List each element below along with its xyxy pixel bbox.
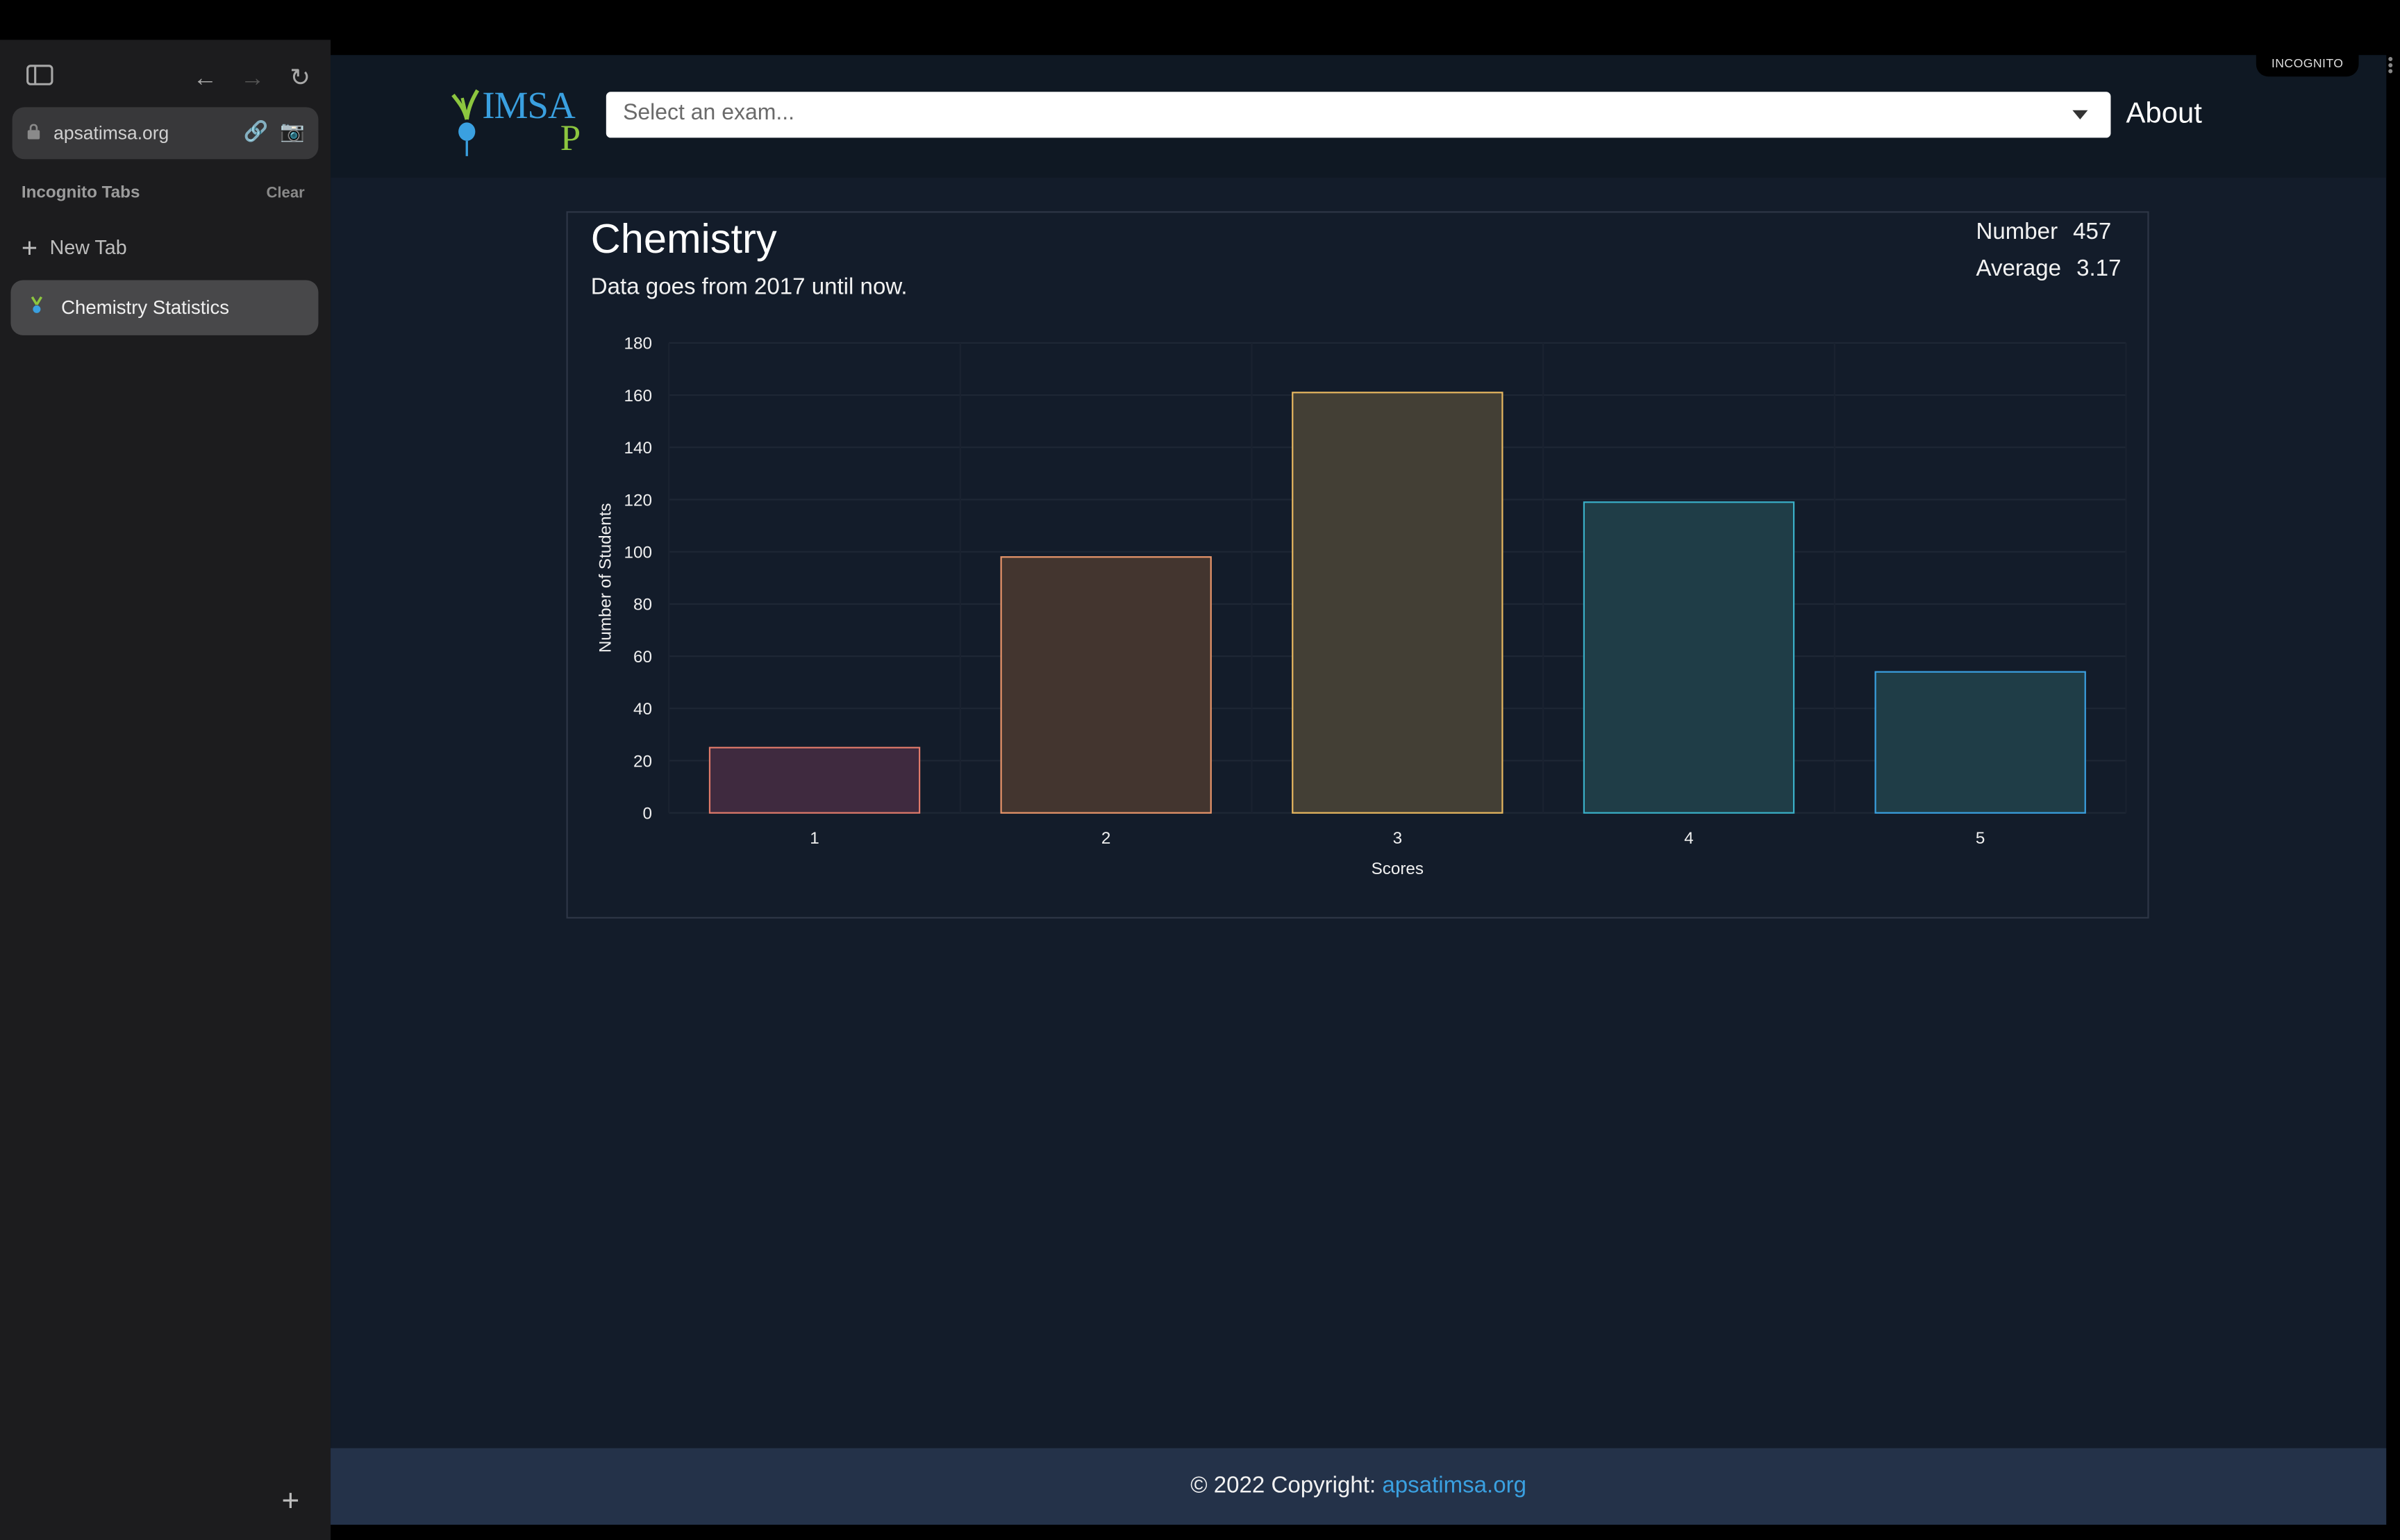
- tab-chemistry-statistics[interactable]: Chemistry Statistics: [10, 280, 319, 335]
- y-tick-label: 140: [624, 439, 652, 458]
- radish-logo-icon: [451, 89, 480, 156]
- tab-label: Chemistry Statistics: [61, 296, 230, 319]
- bar-score-5[interactable]: [1874, 671, 2086, 814]
- link-icon[interactable]: 🔗: [243, 119, 269, 143]
- average-stat: Average 3.17: [1976, 256, 2121, 281]
- chevron-down-icon: [2072, 110, 2088, 119]
- x-tick-label: 3: [1393, 829, 1402, 848]
- x-tick-label: 4: [1684, 829, 1693, 848]
- more-options-icon[interactable]: • • •: [2388, 51, 2394, 81]
- camera-icon[interactable]: 📷: [280, 119, 306, 143]
- incognito-badge: INCOGNITO: [2256, 51, 2359, 77]
- clear-tabs-button[interactable]: Clear: [266, 185, 305, 203]
- x-axis-label: Scores: [1372, 860, 1424, 878]
- average-label: Average: [1976, 256, 2062, 282]
- incognito-tabs-heading: Incognito Tabs: [21, 183, 140, 203]
- y-tick-label: 160: [624, 387, 652, 405]
- add-tab-icon[interactable]: +: [281, 1484, 300, 1519]
- y-tick-label: 180: [624, 335, 652, 353]
- reload-icon[interactable]: ↻: [290, 65, 310, 92]
- address-bar[interactable]: apsatimsa.org 🔗 📷: [12, 107, 319, 160]
- number-value: 457: [2073, 219, 2112, 245]
- y-tick-label: 40: [633, 700, 652, 719]
- y-tick-label: 60: [633, 648, 652, 667]
- about-link[interactable]: About: [2126, 98, 2202, 131]
- footer-link[interactable]: apsatimsa.org: [1382, 1473, 1527, 1499]
- logo-text-p: P: [560, 119, 581, 160]
- site-logo[interactable]: IMSA P: [449, 85, 590, 162]
- logo-text-imsa: IMSA: [482, 85, 575, 127]
- forward-arrow-icon[interactable]: →: [240, 65, 265, 92]
- window-top-bar: [0, 0, 2400, 40]
- bar-score-3[interactable]: [1292, 392, 1503, 814]
- x-tick-label: 2: [1101, 829, 1110, 848]
- copyright-text: © 2022 Copyright:: [1190, 1473, 1383, 1499]
- footer-copyright: © 2022 Copyright: apsatimsa.org: [331, 1473, 2386, 1498]
- site-favicon-icon: [31, 296, 43, 313]
- y-tick-label: 100: [624, 544, 652, 562]
- exam-select-placeholder: Select an exam...: [623, 101, 794, 126]
- score-distribution-chart: 0 20 40 60 80 100 120 140 160 180 1 2 3 4 5 Scores Numbe…: [596, 335, 2127, 878]
- y-axis-label: Number of Students: [596, 503, 615, 653]
- bar-score-4[interactable]: [1583, 501, 1795, 814]
- site-footer: © 2022 Copyright: apsatimsa.org: [331, 1448, 2387, 1525]
- plus-icon: +: [21, 233, 38, 264]
- sidebar-toggle-icon[interactable]: [24, 65, 55, 95]
- x-tick-label: 1: [810, 829, 819, 848]
- page-content: IMSA P Select an exam... About Chemistry…: [331, 55, 2387, 1525]
- number-stat: Number 457: [1976, 219, 2111, 244]
- y-tick-label: 20: [633, 752, 652, 771]
- back-arrow-icon[interactable]: ←: [192, 65, 217, 92]
- browser-sidebar: ← → ↻ apsatimsa.org 🔗 📷 Incognito Tabs C…: [0, 40, 331, 1540]
- bar-score-2[interactable]: [1000, 556, 1212, 814]
- site-navbar: IMSA P Select an exam... About: [331, 55, 2387, 178]
- exam-select[interactable]: Select an exam...: [606, 92, 2111, 138]
- exam-stats-card: Chemistry Data goes from 2017 until now.…: [566, 211, 2149, 919]
- number-label: Number: [1976, 219, 2058, 245]
- new-tab-label: New Tab: [49, 235, 127, 259]
- x-tick-label: 5: [1976, 829, 1985, 848]
- lock-icon: [27, 124, 40, 140]
- y-tick-label: 120: [624, 491, 652, 510]
- average-value: 3.17: [2076, 256, 2122, 282]
- data-range-text: Data goes from 2017 until now.: [590, 274, 908, 301]
- y-tick-label: 80: [633, 596, 652, 614]
- bar-score-1[interactable]: [708, 746, 921, 814]
- new-tab-button[interactable]: + New Tab: [22, 233, 127, 265]
- y-tick-label: 0: [642, 805, 651, 823]
- address-url: apsatimsa.org: [53, 122, 169, 144]
- exam-title: Chemistry: [590, 215, 777, 262]
